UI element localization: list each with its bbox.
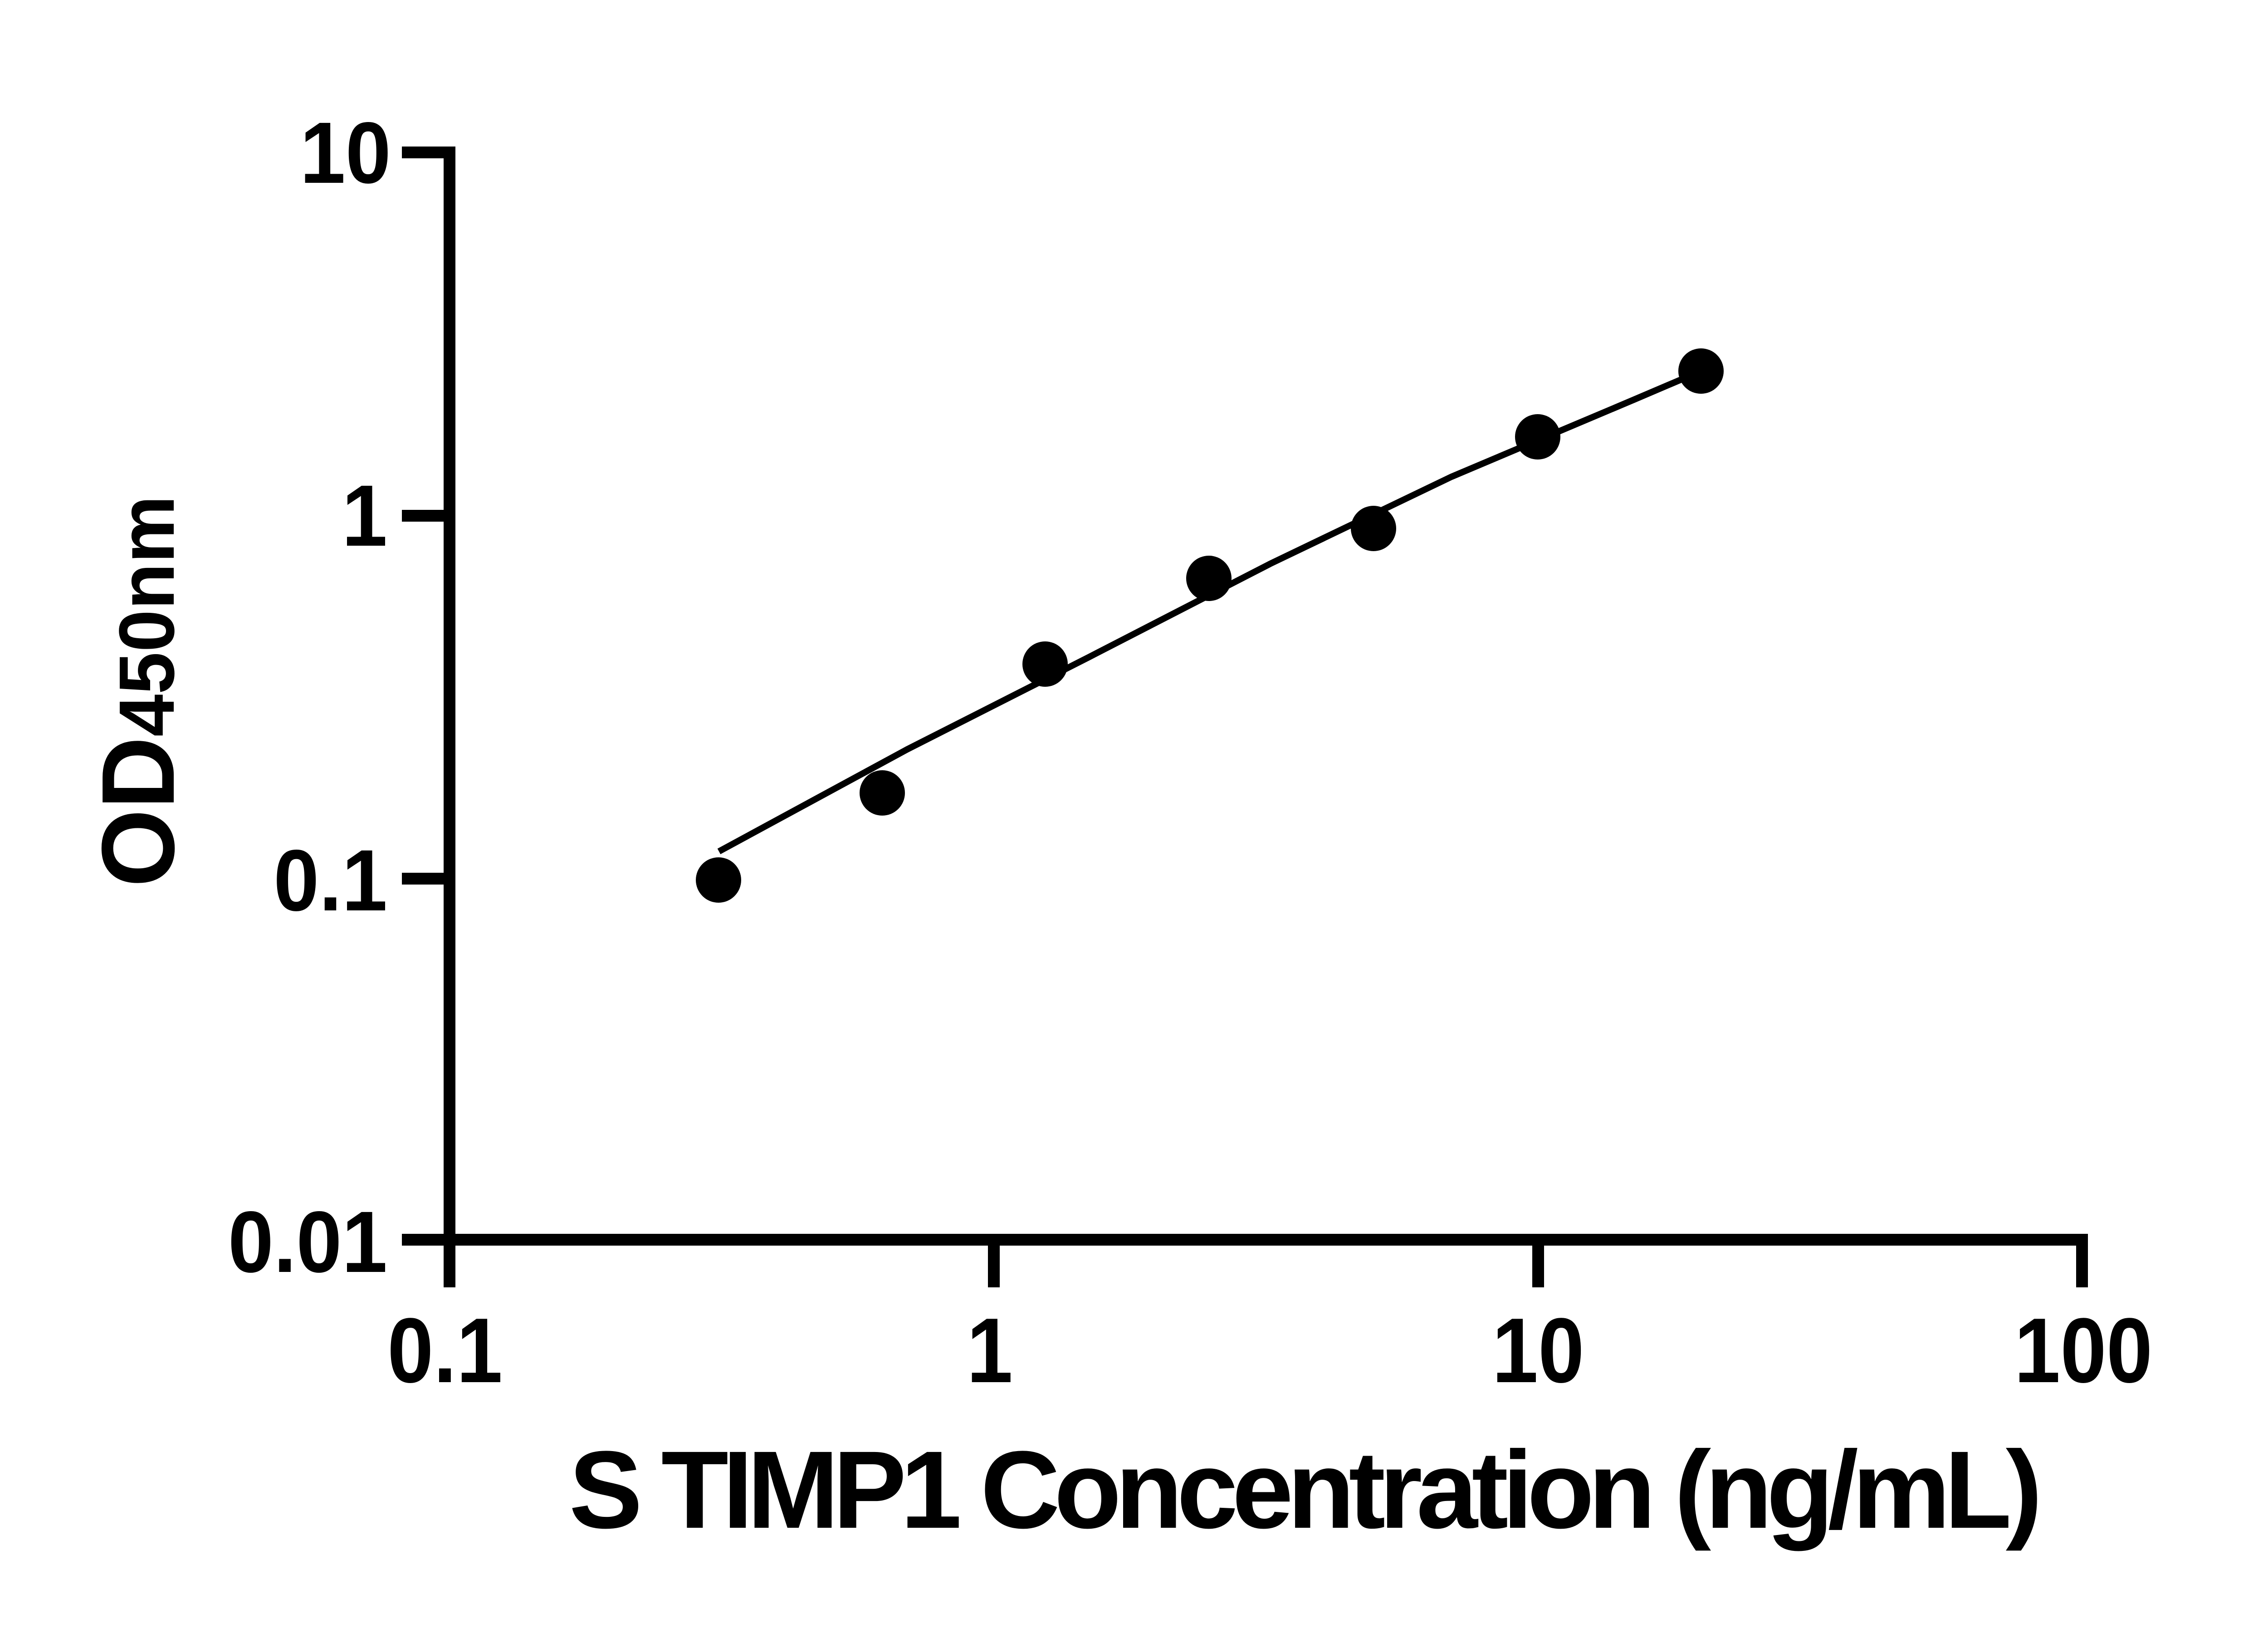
svg-text:OD450nm: OD450nm [80,495,196,887]
svg-text:0.1: 0.1 [274,832,387,929]
svg-text:10: 10 [300,104,391,201]
svg-text:S TIMP1 Concentration (ng/mL): S TIMP1 Concentration (ng/mL) [569,1428,2037,1551]
svg-text:1: 1 [967,1299,1013,1402]
svg-text:100: 100 [2014,1299,2153,1402]
svg-text:0.01: 0.01 [228,1193,387,1291]
svg-text:10: 10 [1492,1299,1584,1402]
svg-text:1: 1 [342,467,387,564]
svg-text:0.1: 0.1 [387,1299,503,1402]
